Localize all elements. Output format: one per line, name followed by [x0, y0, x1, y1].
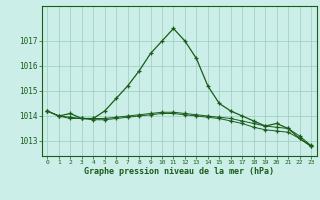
X-axis label: Graphe pression niveau de la mer (hPa): Graphe pression niveau de la mer (hPa): [84, 167, 274, 176]
